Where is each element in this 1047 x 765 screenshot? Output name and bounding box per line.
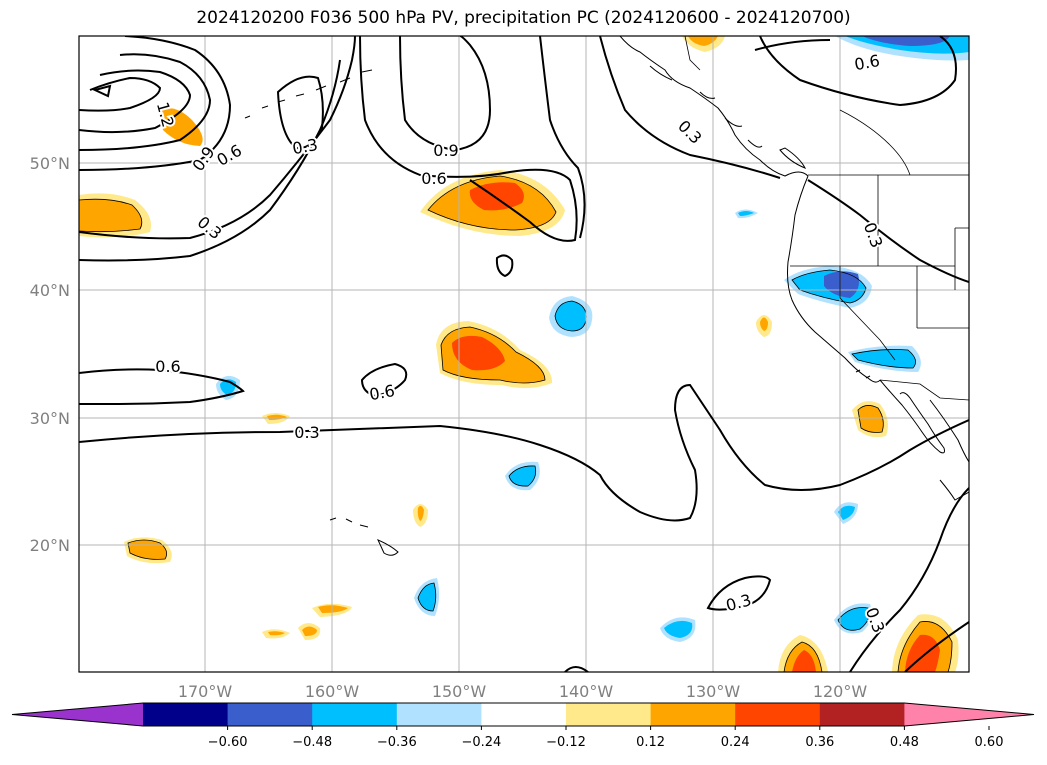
precip-negative-fills: [216, 36, 969, 642]
colorbar-tick-label: −0.24: [461, 735, 501, 750]
lat-label: 30°N: [30, 409, 70, 428]
precip-blob: [268, 631, 285, 636]
map-frame: [78, 35, 970, 673]
precip-blob: [158, 107, 203, 146]
coastlines: [244, 36, 969, 556]
precip-blob: [824, 271, 859, 298]
contour-label: 0.3: [294, 423, 319, 442]
colorbar-segment: [650, 703, 736, 726]
contour-label: 0.6: [421, 169, 446, 188]
lat-labels: 50°N 40°N 30°N 20°N: [30, 154, 70, 555]
precip-blob: [838, 505, 855, 520]
lat-label: 50°N: [30, 154, 70, 173]
lon-label: 150°W: [432, 682, 487, 701]
lon-label: 140°W: [559, 682, 614, 701]
colorbar-tick-label: 0.36: [805, 735, 834, 750]
precip-outlines: [79, 175, 953, 672]
precip-blob: [838, 607, 869, 631]
colorbar-tick-label: −0.48: [292, 735, 332, 750]
colorbar-segment: [819, 703, 905, 726]
colorbar-outline: [11, 702, 1035, 727]
colorbar-tick-label: −0.36: [377, 735, 417, 750]
colorbar-segment: [566, 703, 652, 726]
precip-blob: [509, 465, 536, 487]
colorbar: −0.60 −0.48 −0.36 −0.24 −0.12 0.12 0.24 0.36 0.4…: [11, 702, 1035, 750]
colorbar-tick-label: 0.48: [890, 735, 919, 750]
map-title: 2024120200 F036 500 hPa PV, precipitatio…: [196, 8, 851, 28]
colorbar-extend-min: [12, 703, 143, 726]
precip-blob: [664, 620, 693, 638]
precip-blob: [318, 605, 348, 613]
precip-blob: [862, 36, 950, 46]
precip-blob: [858, 405, 884, 433]
precip-blob: [302, 626, 317, 636]
contour-label: 0.9: [433, 141, 458, 160]
colorbar-segment: [481, 703, 567, 726]
precip-blob: [852, 349, 916, 368]
colorbar-segment: [143, 703, 229, 726]
colorbar-tick-label: 0.24: [721, 735, 750, 750]
precip-blob: [760, 317, 768, 331]
lon-label: 160°W: [305, 682, 360, 701]
precip-blob: [417, 505, 424, 521]
contour-label: 0.6: [155, 357, 180, 376]
political-borders: [684, 36, 969, 401]
lat-label: 20°N: [30, 536, 70, 555]
colorbar-segment: [312, 703, 398, 726]
colorbar-segment: [227, 703, 313, 726]
colorbar-segment: [735, 703, 821, 726]
precip-blob: [452, 335, 505, 371]
lon-label: 170°W: [178, 682, 233, 701]
precip-positive-fills: [79, 36, 959, 672]
precip-blob: [688, 36, 718, 46]
colorbar-tick-label: 0.60: [975, 735, 1004, 750]
lon-label: 130°W: [686, 682, 741, 701]
lon-label: 120°W: [813, 682, 868, 701]
precip-blob: [792, 650, 816, 672]
colorbar-extend-max: [904, 703, 1034, 726]
colorbar-segment: [396, 703, 482, 726]
precip-blob: [79, 199, 142, 232]
pv-contours: [79, 36, 969, 672]
colorbar-tick-label: −0.60: [208, 735, 248, 750]
lon-labels: 170°W 160°W 150°W 140°W 130°W 120°W: [178, 682, 868, 701]
precip-blob: [555, 301, 587, 331]
colorbar-tick-label: 0.12: [636, 735, 665, 750]
precip-blob: [267, 414, 287, 420]
colorbar-tick-label: −0.12: [546, 735, 586, 750]
precip-blob: [738, 211, 754, 216]
lat-label: 40°N: [30, 281, 70, 300]
